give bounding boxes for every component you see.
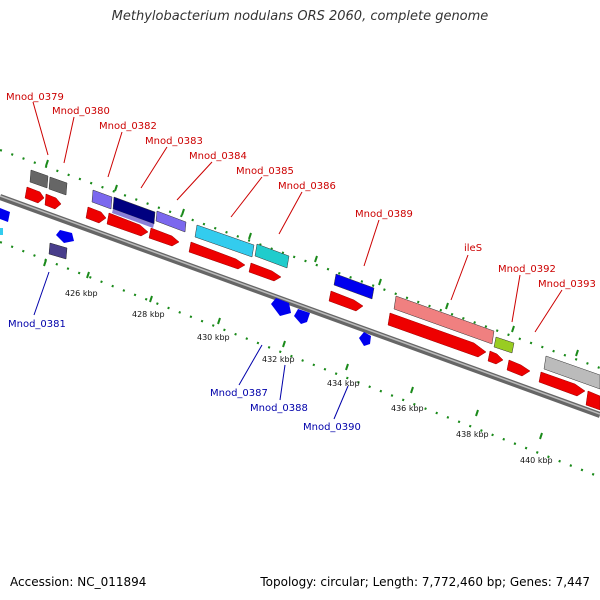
gene-label[interactable]: Mnod_0388 bbox=[250, 403, 308, 414]
outer-tick-ring bbox=[0, 148, 600, 370]
gene-feature[interactable] bbox=[112, 209, 154, 228]
cds-arrow[interactable] bbox=[538, 371, 586, 397]
gene-label[interactable]: Mnod_0387 bbox=[210, 388, 268, 399]
ruler-label: 434 kbp bbox=[327, 379, 360, 388]
genome-backbone bbox=[0, 194, 600, 418]
gene-feature[interactable] bbox=[194, 224, 255, 258]
cds-arrow[interactable] bbox=[487, 350, 504, 365]
cds-arrow[interactable] bbox=[585, 390, 600, 411]
gene-label[interactable]: Mnod_0381 bbox=[8, 319, 66, 330]
inner-tick-ring bbox=[0, 240, 600, 479]
gene-feature[interactable] bbox=[155, 210, 187, 233]
topology-summary: Topology: circular; Length: 7,772,460 bp… bbox=[260, 575, 590, 589]
cds-arrow[interactable] bbox=[248, 262, 282, 282]
gene-label[interactable]: Mnod_0393 bbox=[538, 279, 596, 290]
ruler-label: 428 kbp bbox=[132, 310, 165, 319]
gene-label[interactable]: Mnod_0385 bbox=[236, 166, 294, 177]
gene-feature[interactable] bbox=[0, 228, 3, 235]
gene-feature[interactable] bbox=[48, 242, 68, 260]
gene-feature[interactable] bbox=[543, 355, 600, 390]
gene-feature[interactable] bbox=[91, 189, 113, 210]
ruler-labels: 426 kbp 428 kbp 430 kbp 432 kbp 434 kbp … bbox=[65, 289, 553, 465]
cds-arrow[interactable] bbox=[328, 290, 364, 312]
cds-arrow[interactable] bbox=[148, 227, 180, 247]
gene-label[interactable]: Mnod_0382 bbox=[99, 121, 157, 132]
gene-label[interactable]: Mnod_0390 bbox=[303, 422, 361, 433]
gene-label[interactable]: Mnod_0386 bbox=[278, 181, 336, 192]
gene-label[interactable]: Mnod_0384 bbox=[189, 151, 247, 162]
gene-feature[interactable] bbox=[0, 208, 10, 222]
top-label-leaders bbox=[32, 101, 563, 333]
map-title: Methylobacterium nodulans ORS 2060, comp… bbox=[111, 9, 489, 24]
cds-arrow[interactable] bbox=[106, 212, 149, 237]
cds-arrow[interactable] bbox=[24, 186, 45, 204]
ruler-label: 440 kbp bbox=[520, 456, 553, 465]
cds-arrow[interactable] bbox=[188, 241, 246, 270]
gene-feature[interactable] bbox=[48, 176, 68, 196]
gene-label[interactable]: Mnod_0379 bbox=[6, 92, 64, 103]
ruler-label: 438 kbp bbox=[456, 430, 489, 439]
gene-feature[interactable] bbox=[393, 295, 495, 345]
cds-arrow[interactable] bbox=[359, 332, 371, 346]
gene-feature[interactable] bbox=[254, 243, 290, 269]
gene-label[interactable]: Mnod_0389 bbox=[355, 209, 413, 220]
cds-arrow[interactable] bbox=[294, 309, 310, 324]
cds-arrow[interactable] bbox=[85, 206, 107, 224]
bottom-labels: Mnod_0381 Mnod_0387 Mnod_0388 Mnod_0390 bbox=[8, 319, 361, 433]
cds-arrow[interactable] bbox=[506, 359, 531, 377]
gene-feature[interactable] bbox=[333, 273, 375, 300]
ruler-label: 426 kbp bbox=[65, 289, 98, 298]
cds-arrow[interactable] bbox=[387, 312, 487, 358]
ruler-label: 430 kbp bbox=[197, 333, 230, 342]
gene-label[interactable]: ileS bbox=[464, 243, 482, 254]
gene-label[interactable]: Mnod_0380 bbox=[52, 106, 110, 117]
gene-features-top bbox=[29, 169, 600, 390]
gene-label[interactable]: Mnod_0383 bbox=[145, 136, 203, 147]
gene-label[interactable]: Mnod_0392 bbox=[498, 264, 556, 275]
cds-arrow[interactable] bbox=[56, 230, 74, 243]
accession-text: Accession: NC_011894 bbox=[10, 575, 147, 589]
bottom-label-leaders bbox=[33, 271, 349, 420]
gene-feature[interactable] bbox=[493, 336, 515, 354]
ruler-label: 432 kbp bbox=[262, 355, 295, 364]
gene-features-bottom bbox=[0, 208, 371, 346]
cds-arrow[interactable] bbox=[44, 193, 62, 210]
ruler-label: 436 kbp bbox=[391, 404, 424, 413]
cds-arrows bbox=[24, 186, 600, 411]
cds-arrow[interactable] bbox=[271, 298, 291, 316]
gene-feature[interactable] bbox=[29, 169, 49, 189]
top-labels: Mnod_0379 Mnod_0380 Mnod_0382 Mnod_0383 … bbox=[6, 92, 596, 290]
